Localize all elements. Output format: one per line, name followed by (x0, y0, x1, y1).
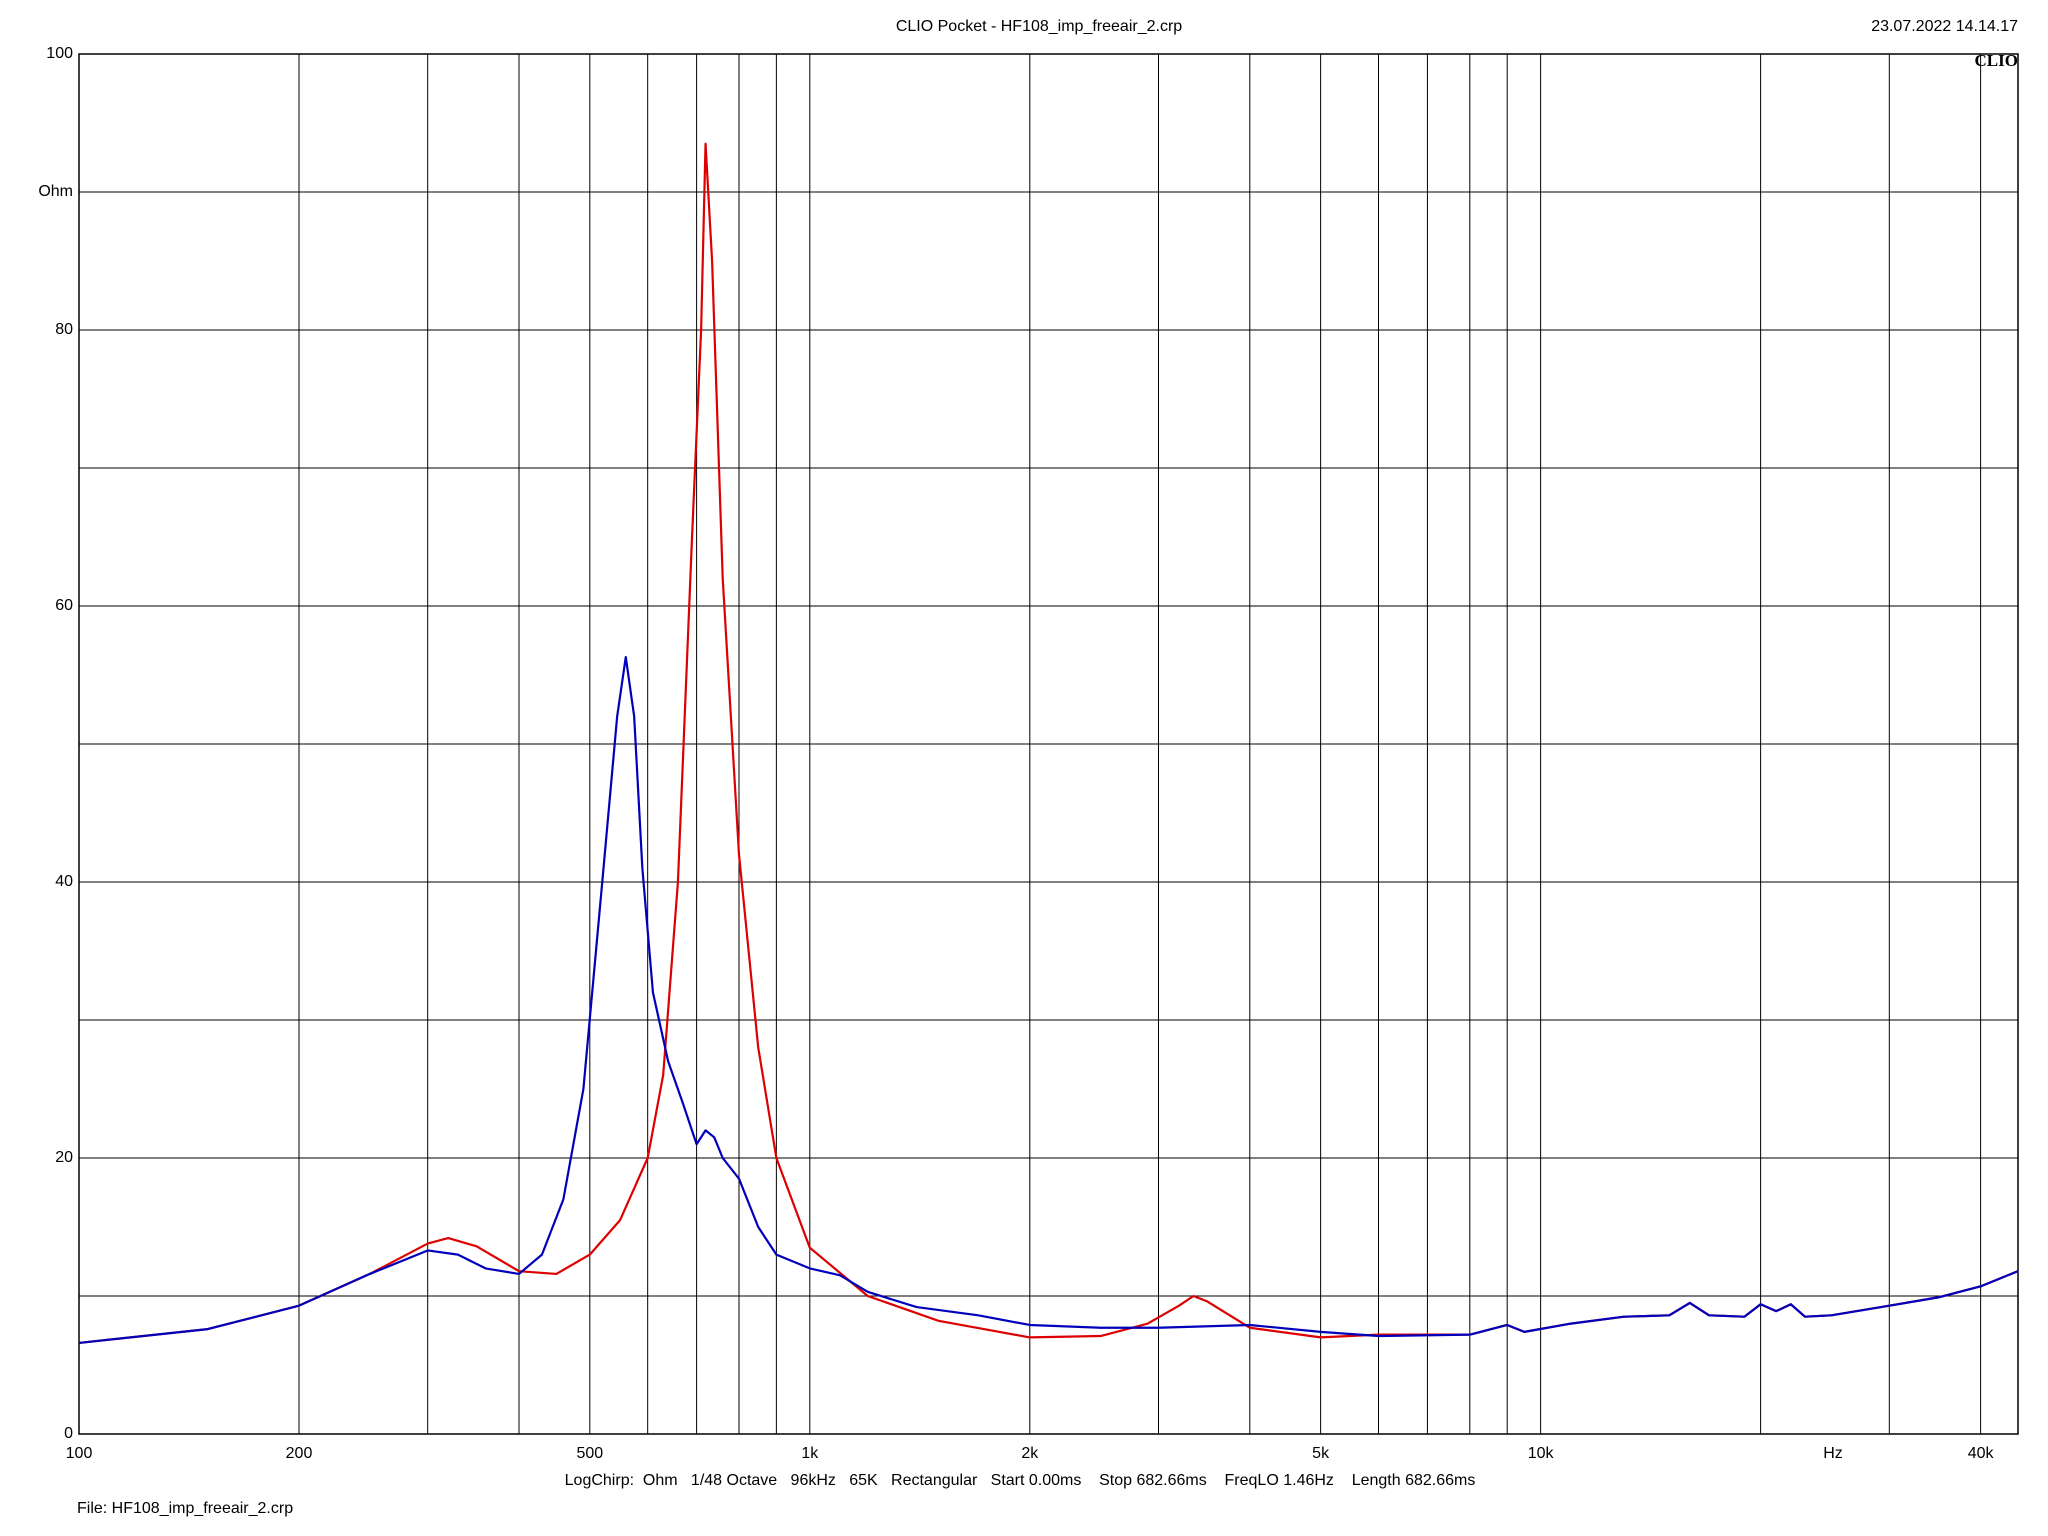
y-tick-label: 60 (55, 597, 73, 614)
x-tick-label: 2k (1021, 1445, 1039, 1462)
chart-title: CLIO Pocket - HF108_imp_freeair_2.crp (896, 18, 1182, 35)
x-tick-label: 200 (286, 1445, 313, 1462)
x-unit: Hz (1823, 1445, 1843, 1462)
settings: LogChirp: Ohm 1/48 Octave 96kHz 65K Rect… (565, 1472, 1476, 1489)
date: 23.07.2022 14.14.17 (1871, 18, 2018, 35)
y-tick-label: 100 (46, 45, 73, 62)
x-tick-label: 10k (1528, 1445, 1555, 1462)
logo: CLIO (1975, 51, 2018, 70)
file-name: File: HF108_imp_freeair_2.crp (77, 1500, 293, 1517)
impedance-line (78, 655, 2019, 1345)
y-tick-label: Ohm (38, 183, 73, 200)
y-tick-label: 0 (64, 1425, 73, 1442)
x-tick-label: 1k (801, 1445, 819, 1462)
x-tick-label: 500 (576, 1445, 603, 1462)
y-tick-label: 40 (55, 873, 73, 890)
y-tick-label: 20 (55, 1149, 73, 1166)
y-tick-label: 80 (55, 321, 73, 338)
x-tick-label: 5k (1312, 1445, 1330, 1462)
x-tick-label: 100 (66, 1445, 93, 1462)
x-tick-label: 40k (1968, 1445, 1995, 1462)
